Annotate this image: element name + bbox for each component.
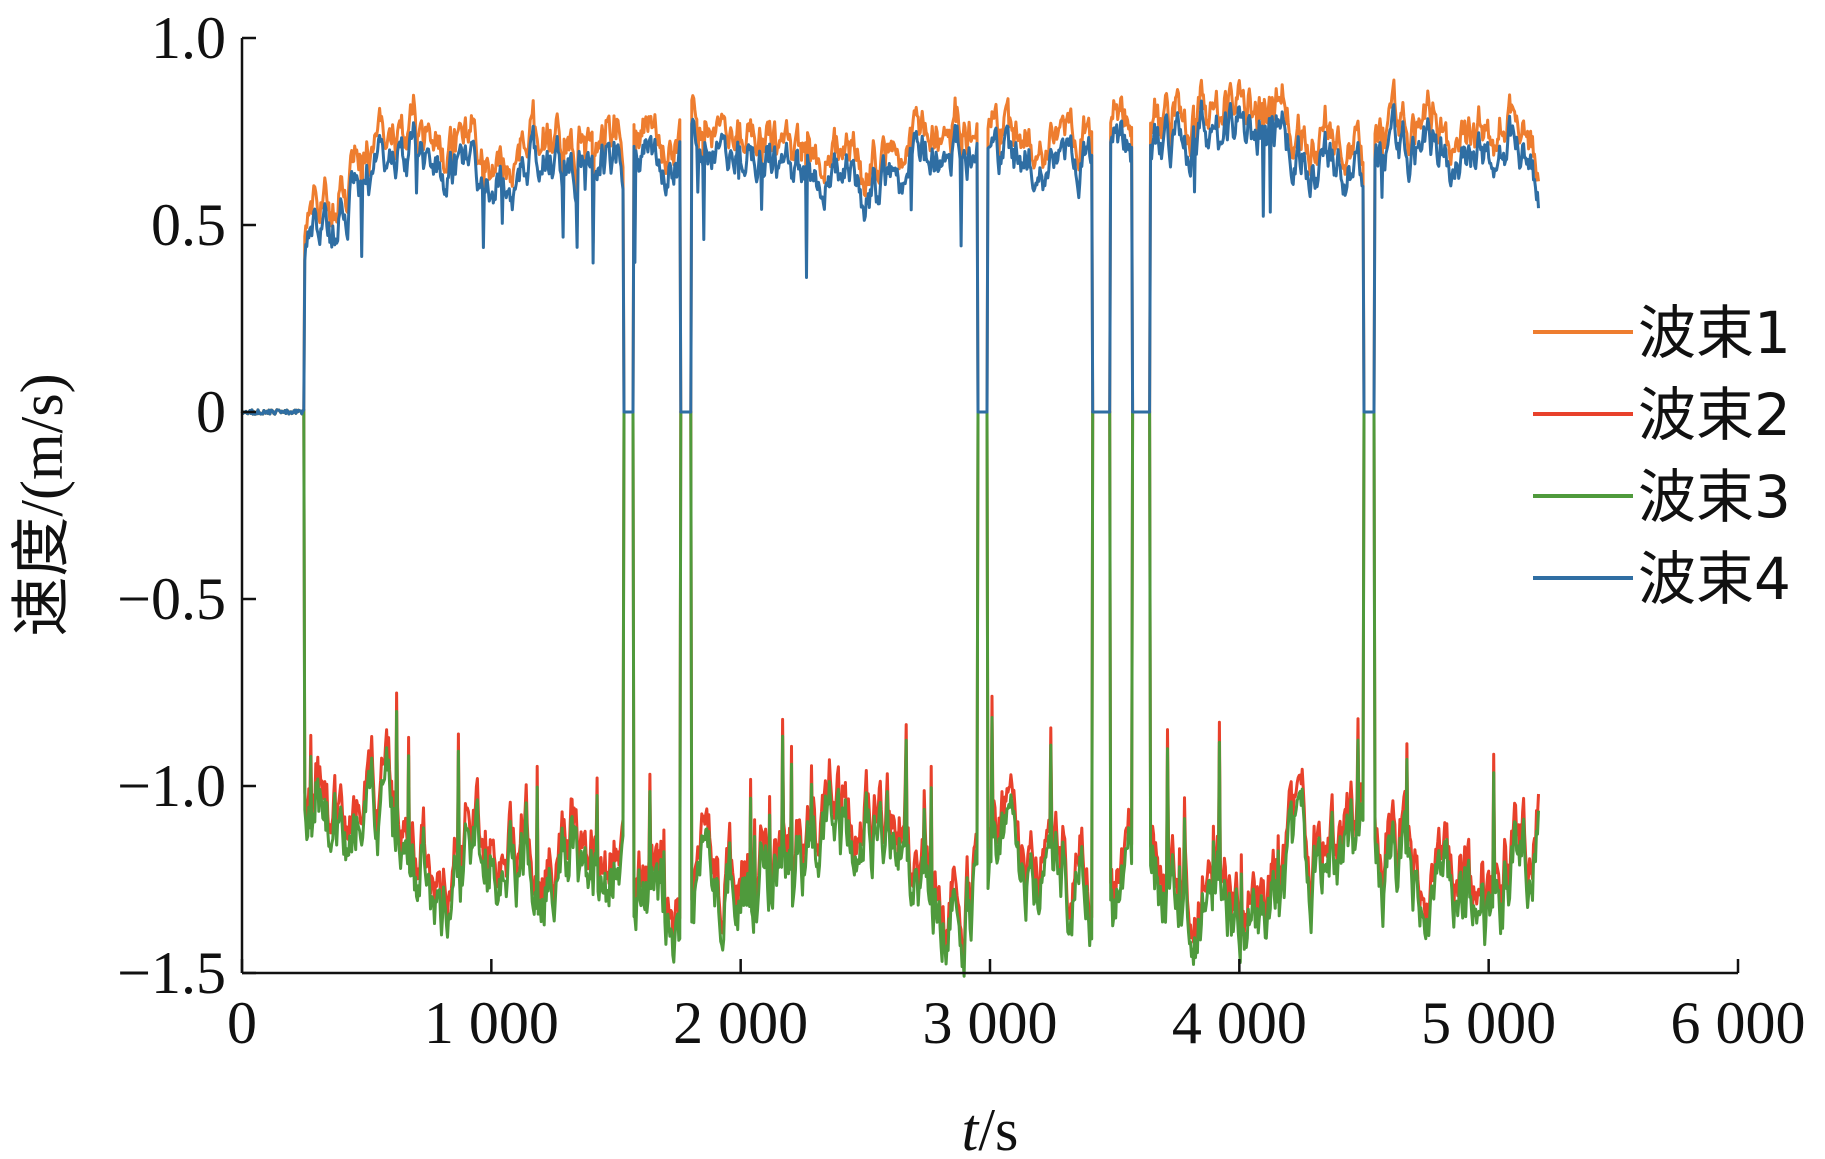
- x-tick-label: 4 000: [1172, 990, 1307, 1056]
- series-layer: [240, 78, 1540, 978]
- legend-label-1: 波束1: [1638, 299, 1791, 367]
- series-line-3: [240, 408, 1540, 978]
- x-tick-label: 6 000: [1671, 990, 1806, 1056]
- y-axis-title: 速度/(m/s): [9, 373, 75, 636]
- x-axis-title: t/s: [962, 1097, 1019, 1159]
- x-axis-title-unit: /s: [978, 1097, 1018, 1159]
- legend-label-4: 波束4: [1638, 545, 1791, 613]
- series-line-2: [240, 408, 1540, 962]
- legend-label-3: 波束3: [1638, 463, 1791, 531]
- y-tick-label: −1.0: [117, 753, 226, 819]
- series-line-1: [240, 78, 1540, 416]
- y-tick-label: 0.5: [151, 192, 226, 258]
- y-tick-label: −1.5: [117, 940, 226, 1006]
- y-tick-label: 1.0: [151, 5, 226, 71]
- x-tick-label: 3 000: [923, 990, 1058, 1056]
- legend-label-2: 波束2: [1638, 381, 1791, 449]
- x-tick-label: 0: [227, 990, 257, 1056]
- legend: 波束1 波束2 波束3 波束4: [1533, 299, 1791, 613]
- y-tick-label: 0: [196, 379, 226, 445]
- x-axis-title-italic: t: [962, 1097, 980, 1159]
- x-tick-label: 5 000: [1421, 990, 1556, 1056]
- ticks: 0 1 000 2 000 3 000 4 000 5 000 6 000 1.0 0.5 0 −0…: [117, 5, 1805, 1056]
- x-tick-label: 1 000: [424, 990, 559, 1056]
- y-tick-label: −0.5: [117, 566, 226, 632]
- x-tick-label: 2 000: [673, 990, 808, 1056]
- series-line-4: [240, 99, 1540, 416]
